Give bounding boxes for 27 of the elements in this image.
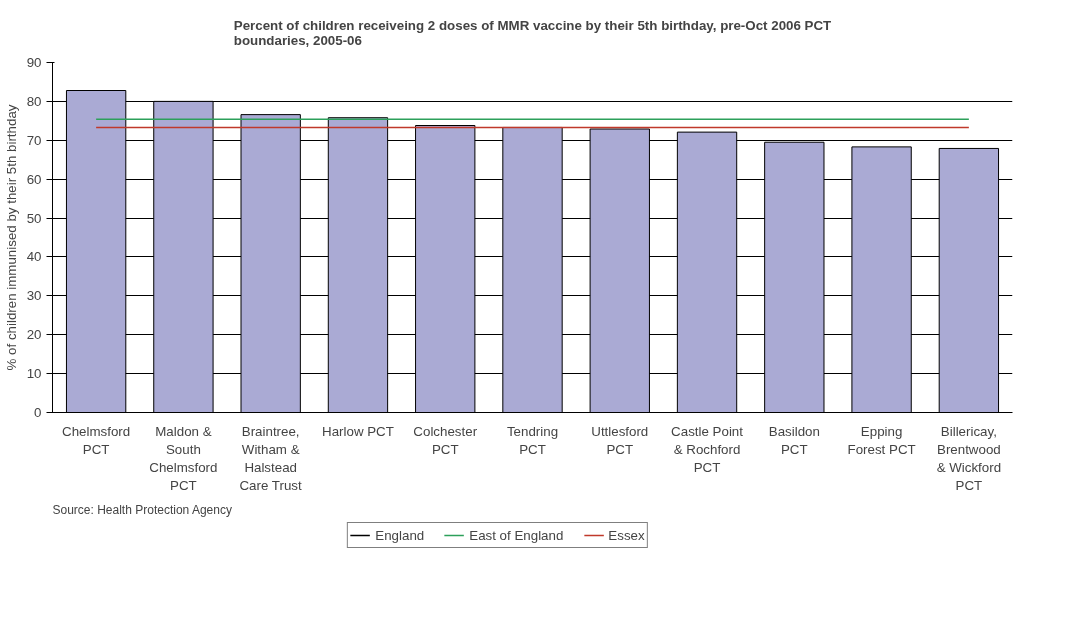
x-tick-label: Tendring PCT: [506, 423, 559, 457]
x-tick-label: Braintree, Witham & Halstead Care Trust: [239, 423, 302, 493]
y-tick-label: 90: [26, 55, 42, 70]
x-tick-label: Castle Point & Rochford PCT: [671, 423, 744, 475]
x-tick-label: Maldon & South Chelmsford PCT: [149, 423, 218, 493]
legend-label: Essex: [608, 527, 645, 543]
source-note: Source: Health Protection Agency: [52, 502, 232, 517]
y-tick-label: 50: [26, 210, 42, 226]
x-tick-label: Basildon PCT: [768, 423, 820, 457]
y-tick-label: 70: [26, 132, 42, 148]
y-tick-label: 30: [26, 288, 42, 304]
y-tick-label: 60: [26, 171, 42, 187]
legend-label: East of England: [469, 527, 564, 543]
x-tick-label: Harlow PCT: [322, 423, 394, 439]
y-tick-label: 40: [26, 249, 42, 265]
legend-label: England: [375, 527, 425, 543]
y-tick-label: 0: [34, 405, 42, 420]
y-axis-title: % of children immunised by their 5th birthday: [3, 104, 19, 371]
y-tick-label: 10: [26, 366, 42, 382]
y-tick-label: 80: [26, 93, 42, 109]
y-tick-label: 20: [26, 327, 42, 343]
chart-title: Percent of children receiveing 2 doses of MMR vaccine by their 5th birthday, pre-Oct 2006 PCT boundaries, 2005-06: [233, 17, 832, 48]
x-tick-label: Chelmsford PCT: [62, 423, 131, 457]
x-tick-label: Uttlesford PCT: [591, 423, 649, 457]
x-tick-label: Colchester PCT: [413, 423, 478, 457]
x-tick-label: Billericay, Brentwood & Wickford PCT: [936, 423, 1002, 493]
x-tick-label: Epping Forest PCT: [847, 423, 916, 457]
